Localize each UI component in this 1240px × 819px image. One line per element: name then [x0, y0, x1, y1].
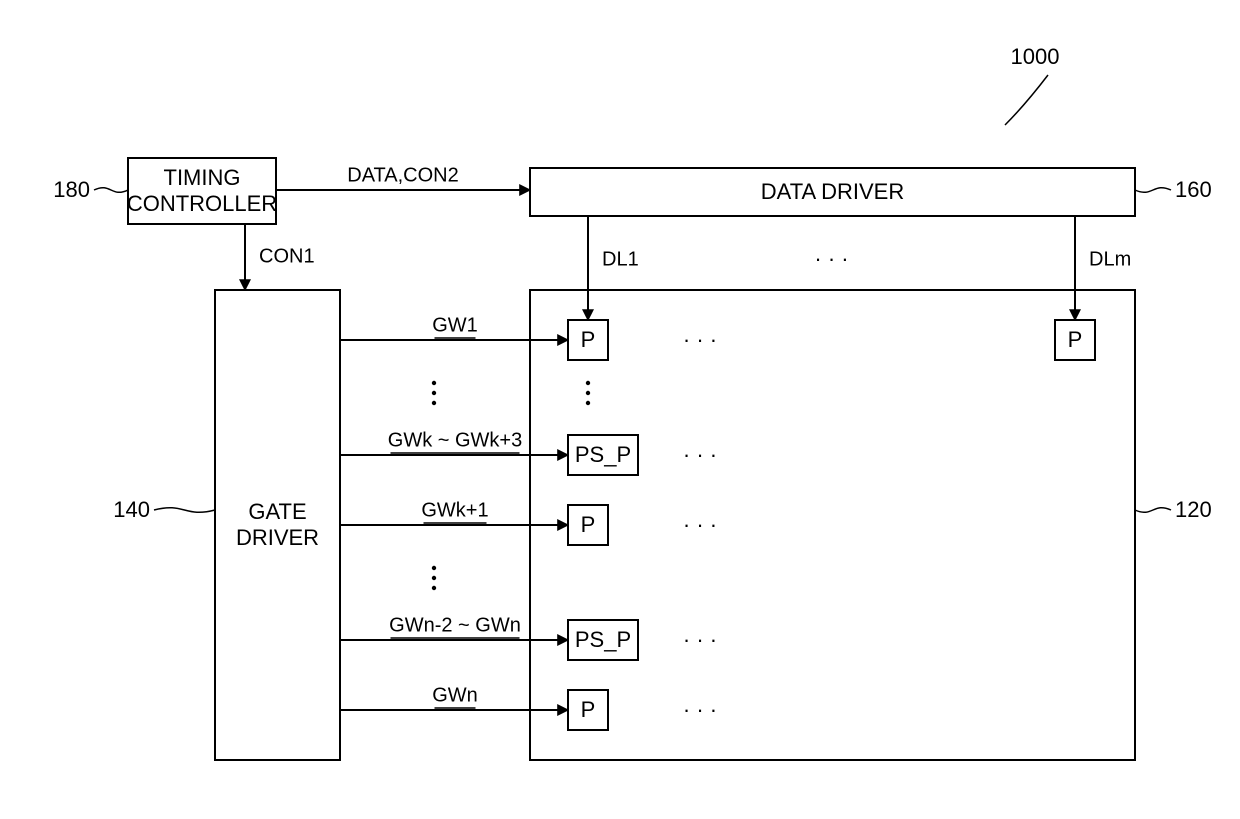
data-driver-block: DATA DRIVER	[530, 168, 1135, 216]
vdots-0	[432, 401, 436, 405]
signal-data-con2: DATA,CON2	[276, 164, 530, 190]
vdots-2	[432, 586, 436, 590]
gate-row-3-label: GWn-2 ~ GWn	[389, 614, 521, 636]
ref-180-lead	[94, 188, 128, 193]
gate-row-1-pixel-label: PS_P	[575, 442, 631, 467]
ref-180-label: 180	[53, 177, 90, 202]
data-lines-ellipsis: · · ·	[814, 246, 848, 271]
ref-140-lead	[154, 508, 215, 513]
gate-row-0-ellipsis: · · ·	[683, 327, 717, 352]
signal-data-con2-label: DATA,CON2	[347, 164, 459, 186]
timing-controller-label-1: TIMING	[164, 165, 241, 190]
data-driver-label: DATA DRIVER	[761, 179, 904, 204]
gate-row-2-label: GWk+1	[421, 499, 488, 521]
timing-controller-label-2: CONTROLLER	[127, 191, 277, 216]
vdots-1	[586, 391, 590, 395]
ref-140-label: 140	[113, 497, 150, 522]
ref-120-lead	[1135, 508, 1171, 513]
pixel-top-right: P	[1055, 320, 1095, 360]
ref-160-lead	[1135, 188, 1171, 193]
display-panel-block	[530, 290, 1135, 760]
gate-row-4-ellipsis: · · ·	[683, 697, 717, 722]
gate-row-0-pixel-label: P	[581, 327, 596, 352]
ref-1000-label: 1000	[1011, 44, 1060, 69]
gate-row-3-pixel-label: PS_P	[575, 627, 631, 652]
signal-con1: CON1	[245, 224, 315, 290]
gate-driver-label-2: DRIVER	[236, 525, 319, 550]
gate-row-4-label: GWn	[432, 684, 478, 706]
data-line-dl1-label: DL1	[602, 248, 639, 270]
gate-row-0-label: GW1	[432, 314, 478, 336]
ref-1000-lead	[1005, 75, 1048, 125]
data-line-dlm-label: DLm	[1089, 248, 1131, 270]
gate-row-1-ellipsis: · · ·	[683, 442, 717, 467]
gate-driver-label-1: GATE	[248, 499, 306, 524]
gate-driver-block: GATEDRIVER	[215, 290, 340, 760]
vdots-1	[586, 401, 590, 405]
pixel-top-right-label: P	[1068, 327, 1083, 352]
timing-controller-block: TIMINGCONTROLLER	[127, 158, 277, 224]
vdots-0	[432, 381, 436, 385]
gate-row-3-ellipsis: · · ·	[683, 627, 717, 652]
gate-row-4-pixel-label: P	[581, 697, 596, 722]
vdots-2	[432, 566, 436, 570]
vdots-2	[432, 576, 436, 580]
vdots-1	[586, 381, 590, 385]
gate-row-2-ellipsis: · · ·	[683, 512, 717, 537]
gate-row-2-pixel-label: P	[581, 512, 596, 537]
gate-row-1-label: GWk ~ GWk+3	[388, 429, 522, 451]
ref-160-label: 160	[1175, 177, 1212, 202]
vdots-0	[432, 391, 436, 395]
signal-con1-label: CON1	[259, 245, 315, 267]
ref-120-label: 120	[1175, 497, 1212, 522]
